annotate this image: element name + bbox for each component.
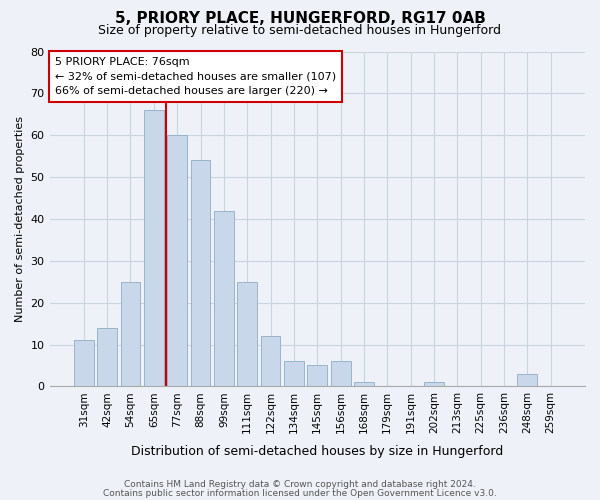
Text: Contains HM Land Registry data © Crown copyright and database right 2024.: Contains HM Land Registry data © Crown c…: [124, 480, 476, 489]
X-axis label: Distribution of semi-detached houses by size in Hungerford: Distribution of semi-detached houses by …: [131, 444, 503, 458]
Bar: [238, 282, 257, 387]
Bar: [331, 362, 350, 386]
Bar: [97, 328, 117, 386]
Text: Contains public sector information licensed under the Open Government Licence v3: Contains public sector information licen…: [103, 488, 497, 498]
Bar: [121, 282, 140, 387]
Bar: [74, 340, 94, 386]
Bar: [424, 382, 444, 386]
Bar: [167, 135, 187, 386]
Bar: [191, 160, 211, 386]
Bar: [260, 336, 280, 386]
Bar: [284, 362, 304, 386]
Text: 5, PRIORY PLACE, HUNGERFORD, RG17 0AB: 5, PRIORY PLACE, HUNGERFORD, RG17 0AB: [115, 11, 485, 26]
Bar: [214, 210, 234, 386]
Text: 5 PRIORY PLACE: 76sqm
← 32% of semi-detached houses are smaller (107)
66% of sem: 5 PRIORY PLACE: 76sqm ← 32% of semi-deta…: [55, 56, 336, 96]
Bar: [144, 110, 164, 386]
Y-axis label: Number of semi-detached properties: Number of semi-detached properties: [15, 116, 25, 322]
Bar: [517, 374, 538, 386]
Bar: [354, 382, 374, 386]
Bar: [307, 366, 327, 386]
Text: Size of property relative to semi-detached houses in Hungerford: Size of property relative to semi-detach…: [98, 24, 502, 37]
